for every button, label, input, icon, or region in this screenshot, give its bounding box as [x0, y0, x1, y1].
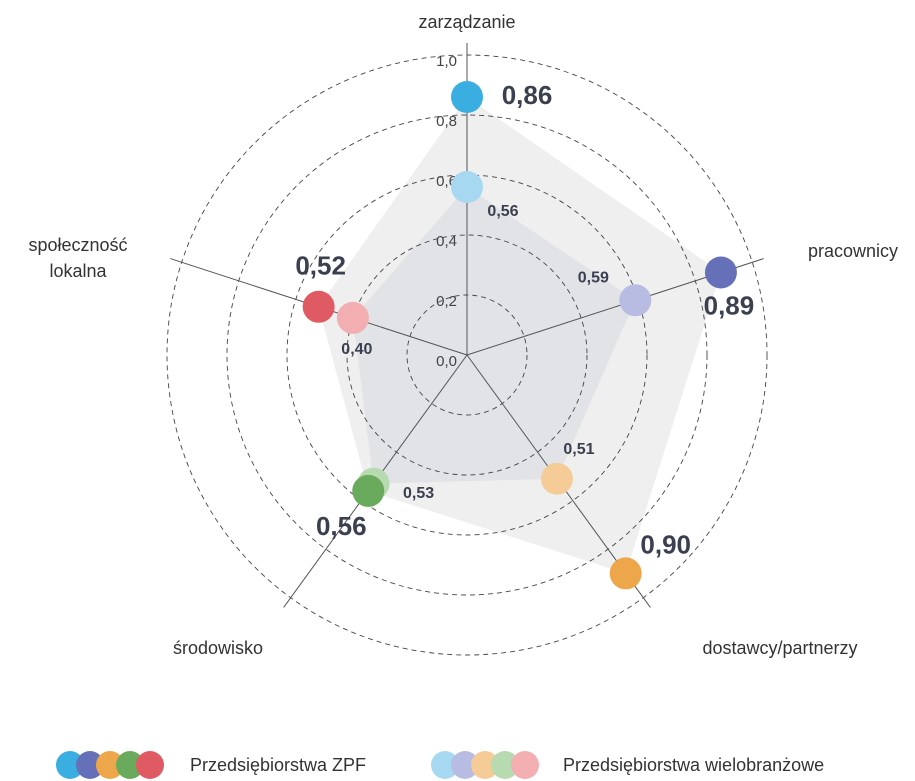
legend-swatch	[136, 751, 164, 779]
r-tick-label: 0,8	[436, 113, 457, 130]
data-label: 0,52	[295, 251, 346, 281]
data-point	[451, 81, 483, 113]
data-label: 0,51	[563, 441, 594, 458]
data-point	[540, 462, 573, 495]
legend-label: Przedsiębiorstwa wielobranżowe	[563, 755, 824, 775]
data-point	[619, 284, 652, 317]
legend-swatch	[56, 751, 84, 779]
grid-circle	[346, 234, 588, 476]
legend-swatch	[451, 751, 479, 779]
data-point	[704, 256, 737, 289]
category-label: zarządzanie	[418, 12, 516, 32]
legend-swatch	[116, 751, 144, 779]
data-point	[352, 474, 385, 507]
data-point	[451, 171, 483, 203]
legend-swatch	[76, 751, 104, 779]
category-label: społeczność lokalna	[28, 235, 128, 281]
data-point	[302, 290, 335, 323]
grid-circle	[226, 114, 708, 596]
category-label: pracownicy	[807, 241, 899, 261]
r-tick-label: 0,4	[436, 233, 457, 250]
legend-swatch	[491, 751, 519, 779]
data-point	[336, 301, 369, 334]
legend-swatch	[431, 751, 459, 779]
data-label: 0,59	[578, 270, 609, 287]
category-label: środowisko	[172, 638, 264, 658]
r-tick-label: 0,0	[436, 353, 457, 370]
data-label: 0,40	[341, 341, 372, 358]
legend-swatch	[471, 751, 499, 779]
category-label: dostawcy/partnerzy	[702, 638, 858, 658]
data-label: 0,56	[487, 203, 518, 220]
legend-swatch	[96, 751, 124, 779]
data-label: 0,56	[316, 511, 367, 541]
legend-label: Przedsiębiorstwa ZPF	[190, 755, 366, 775]
data-label: 0,89	[704, 290, 755, 320]
data-point	[609, 557, 642, 590]
legend-swatch	[511, 751, 539, 779]
data-label: 0,86	[502, 80, 553, 110]
data-label: 0,53	[403, 485, 434, 502]
data-label: 0,90	[640, 529, 691, 559]
r-tick-label: 0,2	[436, 293, 457, 310]
series-area	[352, 187, 636, 484]
r-tick-label: 1,0	[436, 53, 457, 70]
